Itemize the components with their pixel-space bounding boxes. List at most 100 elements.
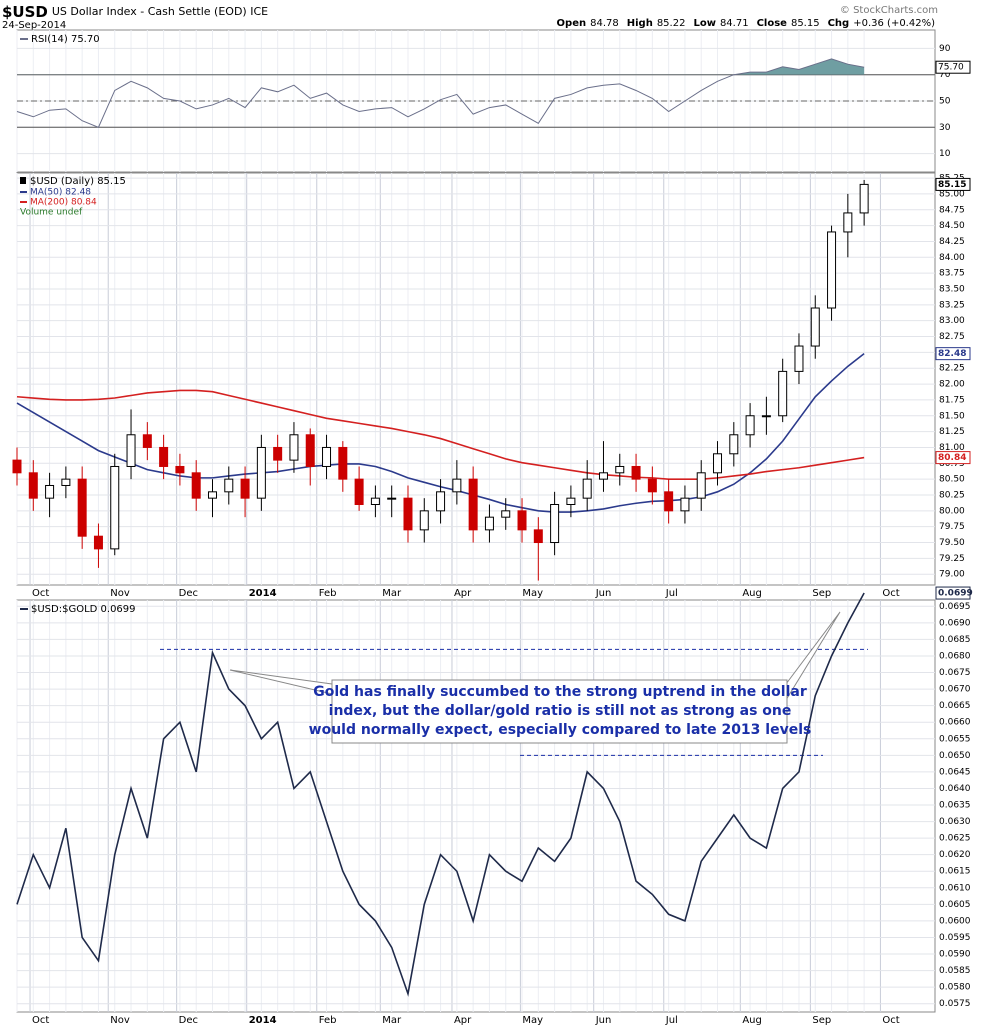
candle-body <box>387 497 397 500</box>
y-tick-label: 80.25 <box>939 490 965 500</box>
candle-body <box>729 434 739 455</box>
y-tick-label: 0.0685 <box>939 635 971 645</box>
x-tick-label: Dec <box>179 1015 198 1026</box>
candle-body <box>61 478 71 486</box>
y-tick-label: 79.75 <box>939 522 965 532</box>
candle-body <box>256 446 266 499</box>
x-tick-label: May <box>522 588 543 599</box>
x-tick-label: Jul <box>665 588 678 599</box>
x-tick-label: Aug <box>742 588 762 599</box>
callout-box <box>331 679 788 744</box>
y-tick-label: 70 <box>939 70 951 80</box>
y-tick-label: 0.0615 <box>939 867 971 877</box>
candle-body <box>484 516 494 531</box>
y-tick-label: 79.50 <box>939 538 965 548</box>
candle-body <box>322 446 332 467</box>
x-tick-label: 2014 <box>249 1015 277 1026</box>
y-tick-label: 79.25 <box>939 554 965 564</box>
legend-entry: MA(50) 82.48 <box>30 188 91 198</box>
x-tick-label: Apr <box>454 1015 472 1026</box>
x-tick-label: Oct <box>882 588 899 599</box>
legend-entry: $USD:$GOLD 0.0699 <box>31 604 136 615</box>
x-tick-label: Jul <box>665 1015 678 1026</box>
y-tick-label: 80.50 <box>939 475 965 485</box>
x-tick-label: 2014 <box>249 588 277 599</box>
candle-body <box>647 478 657 493</box>
panel <box>16 599 936 1013</box>
y-tick-label: 0.0590 <box>939 950 971 960</box>
candle-body <box>45 484 55 499</box>
y-tick-label: 81.50 <box>939 411 965 421</box>
y-tick-label: 0.0585 <box>939 966 971 976</box>
candle-body <box>501 510 511 518</box>
candle-body <box>550 504 560 544</box>
y-tick-label: 83.00 <box>939 316 965 326</box>
candle-body <box>28 472 38 499</box>
y-tick-label: 84.25 <box>939 237 965 247</box>
candle-body <box>664 491 674 512</box>
overbought-fill <box>17 58 865 75</box>
candle-body <box>93 535 103 550</box>
header-title: $USD US Dollar Index - Cash Settle (EOD) … <box>2 3 268 21</box>
candle-body <box>533 529 543 544</box>
y-tick-label: 85.00 <box>939 189 965 199</box>
candle-body <box>370 497 380 506</box>
x-tick-label: Oct <box>32 588 49 599</box>
y-tick-label: 0.0595 <box>939 933 971 943</box>
candle-body <box>827 231 837 309</box>
y-tick-label: 80.00 <box>939 506 965 516</box>
header-stats: Open 84.78 High 85.22 Low 84.71 Close 85.15 Chg +… <box>557 18 936 29</box>
stat-value: 85.15 <box>791 18 820 29</box>
candle-body <box>77 478 87 537</box>
candle-body <box>761 415 771 418</box>
y-tick-label: 84.75 <box>939 205 965 215</box>
candle-body <box>615 465 625 474</box>
candle-body <box>305 434 315 467</box>
y-tick-label: 50 <box>939 97 951 107</box>
candle-body <box>810 307 820 347</box>
last-value-tag <box>935 60 971 74</box>
x-tick-label: Feb <box>319 1015 337 1026</box>
last-value-label: 75.70 <box>938 63 964 73</box>
candle-body <box>159 446 169 467</box>
y-tick-label: 81.00 <box>939 443 965 453</box>
y-tick-label: 0.0605 <box>939 900 971 910</box>
candle-body <box>517 510 527 531</box>
y-tick-label: 0.0695 <box>939 602 971 612</box>
legend-entry: RSI(14) 75.70 <box>31 34 100 45</box>
candle-body <box>696 472 706 499</box>
callout: Gold has finally succumbed to the strong… <box>229 611 841 744</box>
x-tick-label: Apr <box>454 588 472 599</box>
last-value-tag <box>935 177 971 191</box>
y-tick-label: 83.50 <box>939 284 965 294</box>
candle-body <box>598 472 608 480</box>
y-tick-label: 0.0575 <box>939 999 971 1009</box>
candle-body <box>224 478 234 493</box>
candle-body <box>12 459 22 474</box>
y-tick-label: 83.75 <box>939 269 965 279</box>
y-tick-label: 81.75 <box>939 395 965 405</box>
candle-body <box>713 453 723 474</box>
credit: © StockCharts.com <box>840 5 938 16</box>
callout-text: index, but the dollar/gold ratio is stil… <box>329 703 792 719</box>
y-tick-label: 84.50 <box>939 221 965 231</box>
y-tick-label: 0.0640 <box>939 784 971 794</box>
y-tick-label: 0.0625 <box>939 834 971 844</box>
x-tick-label: May <box>522 1015 543 1026</box>
candle-body <box>110 465 120 550</box>
x-tick-label: Sep <box>812 588 831 599</box>
last-value-tag <box>935 451 971 465</box>
candle-body <box>843 212 853 233</box>
y-tick-label: 0.0635 <box>939 801 971 811</box>
candle-body <box>403 497 413 531</box>
y-tick-label: 0.0630 <box>939 817 971 827</box>
x-tick-label: Jun <box>595 1015 612 1026</box>
x-tick-label: Mar <box>382 588 402 599</box>
candle-body <box>126 434 136 467</box>
candle-body <box>240 478 250 499</box>
candle-body <box>207 491 217 499</box>
y-tick-label: 0.0655 <box>939 734 971 744</box>
last-value-label: 85.15 <box>938 180 966 190</box>
x-tick-label: Sep <box>812 1015 831 1026</box>
